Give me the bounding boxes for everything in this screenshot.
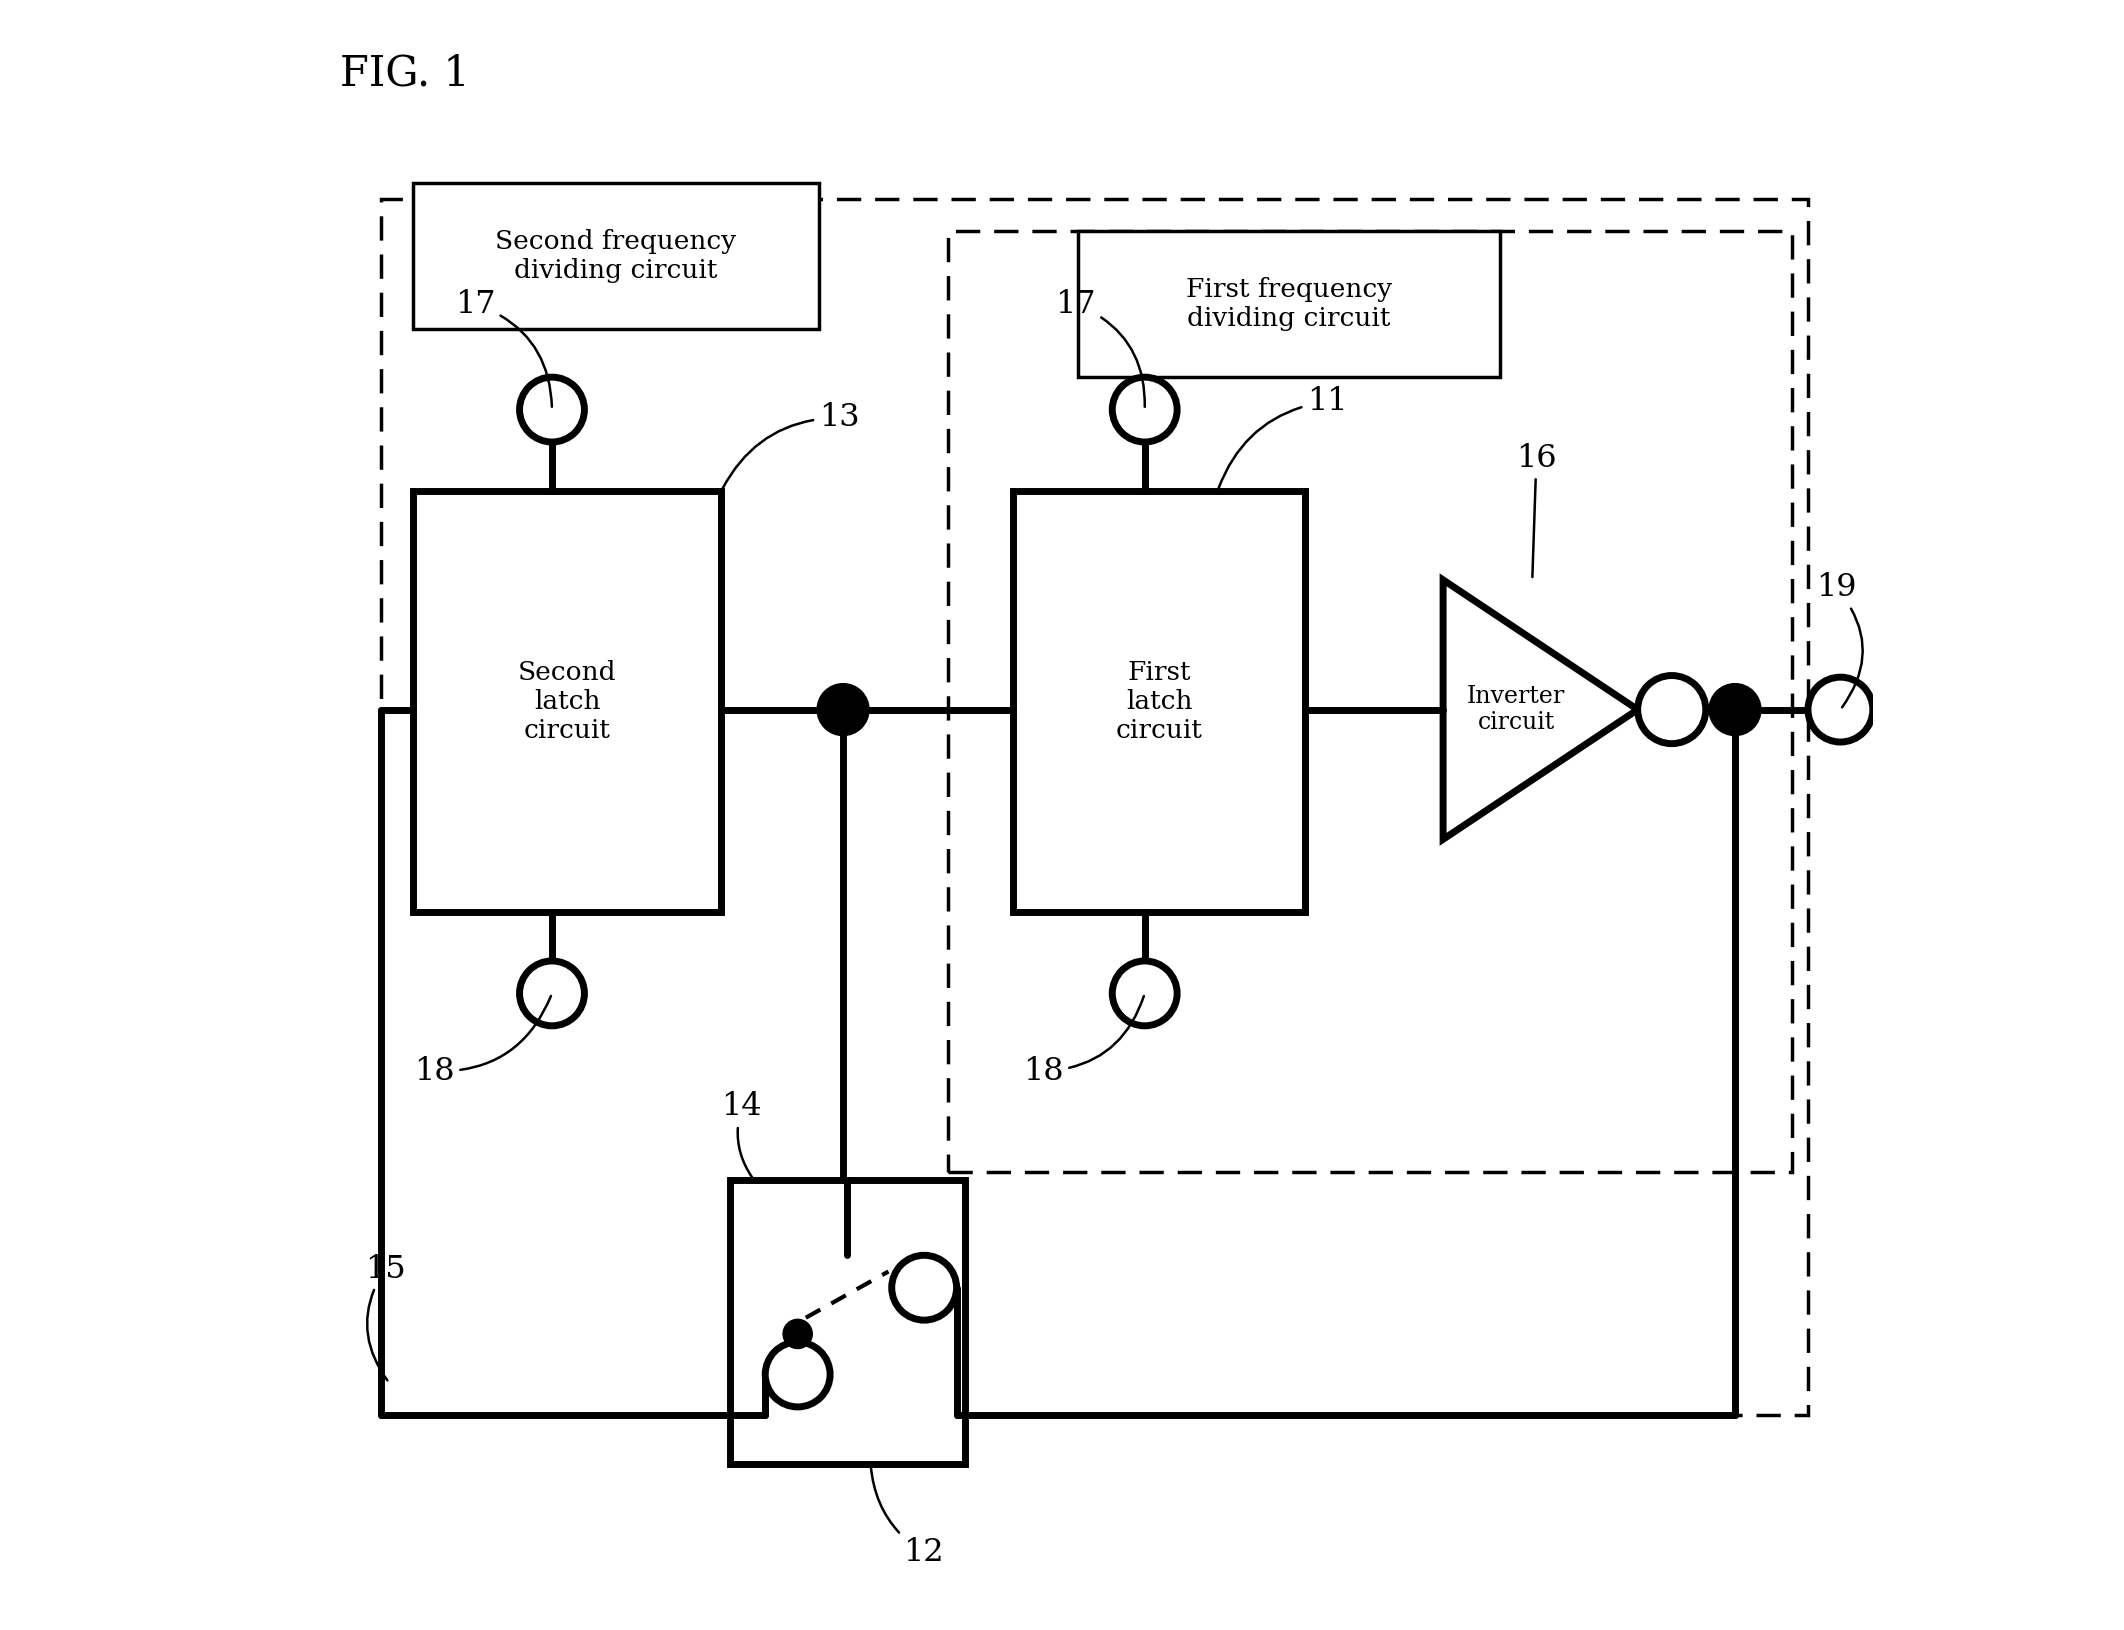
Bar [1013,491,1306,913]
Text: 18: 18 [414,996,550,1087]
Circle shape [1113,962,1177,1025]
Text: 14: 14 [722,1092,763,1177]
Text: Inverter
circuit: Inverter circuit [1468,685,1565,735]
Circle shape [1710,683,1761,735]
Circle shape [1808,676,1873,742]
Circle shape [892,1255,956,1320]
Circle shape [765,1341,830,1407]
Text: First
latch
circuit: First latch circuit [1115,660,1202,743]
Text: FIG. 1: FIG. 1 [340,52,469,95]
Bar [380,199,1808,1415]
Text: 19: 19 [1816,572,1863,707]
Text: 17: 17 [455,289,552,408]
Text: 18: 18 [1024,996,1145,1087]
Circle shape [520,377,584,442]
Text: Second frequency
dividing circuit: Second frequency dividing circuit [495,228,737,282]
Circle shape [520,962,584,1025]
Polygon shape [1442,580,1638,839]
Bar [414,183,818,329]
Text: 16: 16 [1517,443,1557,577]
Text: 12: 12 [871,1467,943,1568]
Text: First frequency
dividing circuit: First frequency dividing circuit [1185,277,1391,331]
Circle shape [818,683,869,735]
Text: 17: 17 [1056,289,1145,408]
Bar [1079,231,1500,377]
Bar [414,491,722,913]
Text: 15: 15 [365,1253,406,1381]
Bar [729,1180,964,1464]
Text: 13: 13 [722,403,860,489]
Circle shape [1638,675,1706,743]
Circle shape [1113,377,1177,442]
Bar [949,231,1793,1172]
Text: 11: 11 [1219,386,1347,487]
Text: Second
latch
circuit: Second latch circuit [518,660,616,743]
Circle shape [784,1319,811,1348]
